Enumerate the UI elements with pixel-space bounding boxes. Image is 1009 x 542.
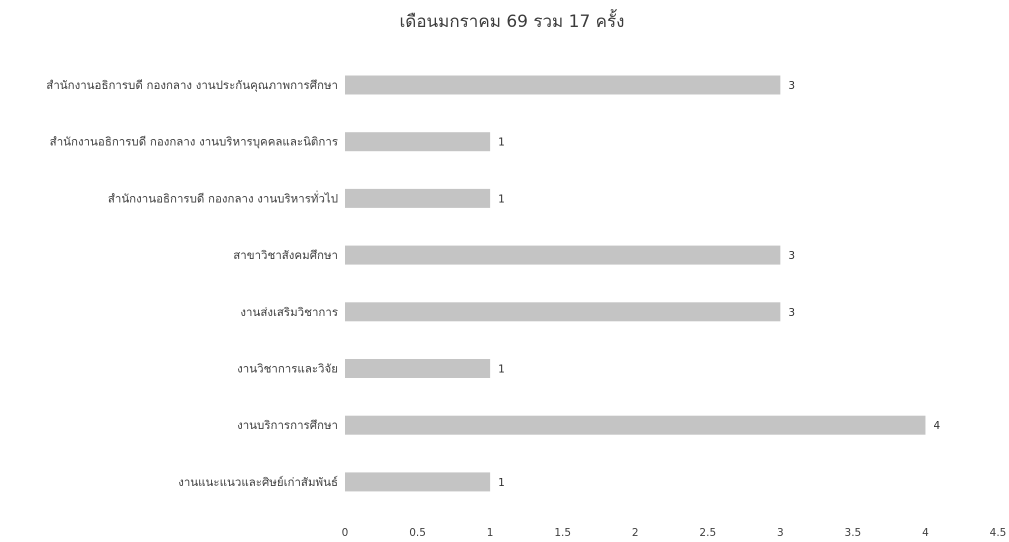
data-label: 3 [788, 80, 795, 92]
bar [345, 245, 781, 265]
data-label: 1 [498, 193, 505, 205]
data-label: 1 [498, 137, 505, 149]
data-labels: 3 1 1 3 3 1 4 1 [498, 80, 940, 489]
x-tick-label: 4.5 [990, 527, 1007, 539]
data-label: 3 [788, 250, 795, 262]
bar [345, 75, 781, 95]
category-label: สำนักงานอธิการบดี กองกลาง งานประกันคุณภา… [46, 78, 338, 92]
x-tick-label: 0.5 [409, 527, 426, 539]
bar [345, 132, 491, 152]
data-label: 1 [498, 364, 505, 376]
bar [345, 188, 491, 208]
bars-layer [345, 75, 926, 492]
bar [345, 359, 491, 378]
x-axis-ticks: 0 0.5 1 1.5 2 2.5 3 3.5 4 4.5 [342, 527, 1007, 539]
x-tick-label: 3.5 [845, 527, 862, 539]
bar [345, 415, 926, 435]
x-tick-label: 1 [487, 527, 494, 539]
bar [345, 472, 491, 492]
category-label: งานส่งเสริมวิชาการ [240, 305, 338, 319]
chart-title: เดือนมกราคม 69 รวม 17 ครั้ง [399, 9, 624, 32]
category-label: สำนักงานอธิการบดี กองกลาง งานบริหารทั่วไ… [108, 190, 338, 205]
x-tick-label: 2.5 [699, 527, 716, 539]
category-label: งานแนะแนวและศิษย์เก่าสัมพันธ์ [178, 475, 338, 489]
category-label: สาขาวิชาสังคมศึกษา [233, 248, 338, 262]
bar [345, 302, 781, 322]
category-labels: สำนักงานอธิการบดี กองกลาง งานประกันคุณภา… [46, 78, 338, 489]
category-label: งานวิชาการและวิจัย [237, 362, 338, 376]
x-tick-label: 2 [632, 527, 639, 539]
x-tick-label: 4 [922, 527, 929, 539]
x-tick-label: 1.5 [554, 527, 571, 539]
x-tick-label: 0 [342, 527, 349, 539]
category-label: สำนักงานอธิการบดี กองกลาง งานบริหารบุคคล… [50, 135, 338, 149]
data-label: 3 [788, 307, 795, 319]
x-tick-label: 3 [777, 527, 784, 539]
data-label: 4 [933, 420, 940, 432]
data-label: 1 [498, 477, 505, 489]
category-label: งานบริการการศึกษา [237, 418, 338, 432]
